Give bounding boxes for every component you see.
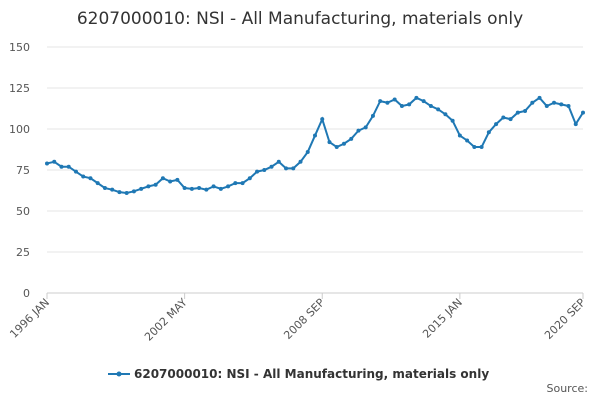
point — [255, 169, 260, 174]
point — [52, 159, 57, 164]
point — [581, 110, 585, 115]
point — [479, 145, 484, 150]
point — [327, 140, 332, 145]
point — [110, 187, 115, 192]
point — [508, 117, 513, 122]
point — [544, 104, 549, 109]
point — [385, 100, 390, 105]
point — [211, 184, 216, 189]
point — [530, 100, 535, 105]
point — [305, 149, 310, 154]
point — [320, 117, 325, 122]
x-tick-label: 2020 SEP — [542, 296, 588, 342]
point — [117, 190, 122, 195]
y-tick-label: 50 — [16, 205, 30, 218]
point — [378, 99, 383, 104]
point — [457, 133, 462, 138]
point — [349, 136, 354, 141]
point — [313, 133, 317, 138]
point — [124, 190, 129, 195]
point — [197, 186, 202, 191]
point — [399, 104, 404, 109]
x-tick-label: 2008 SEP — [281, 296, 327, 342]
point — [421, 99, 426, 104]
point — [291, 166, 296, 171]
point — [559, 102, 564, 107]
point — [66, 164, 71, 169]
point — [160, 176, 165, 181]
point — [465, 138, 470, 143]
point — [414, 95, 419, 100]
legend-marker — [116, 371, 122, 377]
point — [537, 95, 542, 100]
point — [139, 186, 144, 191]
point — [45, 161, 49, 166]
point — [472, 145, 477, 150]
point — [494, 122, 499, 127]
point — [218, 186, 223, 191]
point — [566, 104, 571, 109]
point — [523, 108, 528, 113]
point — [102, 186, 107, 191]
point — [370, 113, 375, 118]
point — [175, 177, 180, 182]
point — [341, 141, 346, 146]
legend-label: 6207000010: NSI - All Manufacturing, mat… — [134, 367, 489, 381]
point — [436, 107, 441, 112]
point — [146, 184, 151, 189]
point — [407, 102, 412, 107]
y-tick-label: 0 — [23, 287, 30, 300]
point — [262, 168, 267, 172]
point — [189, 186, 194, 191]
point — [88, 176, 93, 181]
point — [486, 130, 491, 135]
x-tick-label: 1996 JAN — [7, 296, 52, 341]
y-tick-label: 25 — [16, 246, 30, 259]
point — [233, 181, 238, 186]
point — [153, 182, 158, 187]
point — [168, 179, 173, 184]
y-tick-label: 75 — [16, 164, 30, 177]
point — [443, 112, 448, 117]
point — [515, 110, 520, 115]
source: Source: — [547, 382, 589, 395]
x-tick-label: 2002 MAY — [142, 296, 190, 344]
point — [284, 166, 289, 171]
point — [298, 159, 303, 164]
point — [240, 181, 245, 186]
point — [392, 97, 397, 102]
point — [182, 186, 187, 191]
point — [356, 128, 361, 133]
point — [95, 181, 100, 186]
point — [226, 184, 231, 189]
y-tick-label: 125 — [9, 82, 30, 95]
point — [573, 122, 578, 127]
series-line — [46, 96, 584, 194]
point — [276, 159, 281, 164]
point — [334, 145, 339, 150]
point — [81, 174, 86, 179]
y-tick-label: 100 — [9, 123, 30, 136]
point — [363, 125, 368, 130]
point — [269, 164, 274, 169]
point — [59, 164, 64, 169]
x-tick-label: 2015 JAN — [420, 296, 465, 341]
point — [428, 104, 433, 109]
point — [552, 100, 557, 105]
y-tick-label: 150 — [9, 41, 30, 54]
chart-title: 6207000010: NSI - All Manufacturing, mat… — [77, 9, 523, 29]
point — [131, 189, 136, 194]
point — [501, 115, 506, 120]
point — [450, 118, 455, 123]
point — [204, 187, 209, 192]
point — [247, 176, 252, 181]
point — [73, 169, 78, 174]
